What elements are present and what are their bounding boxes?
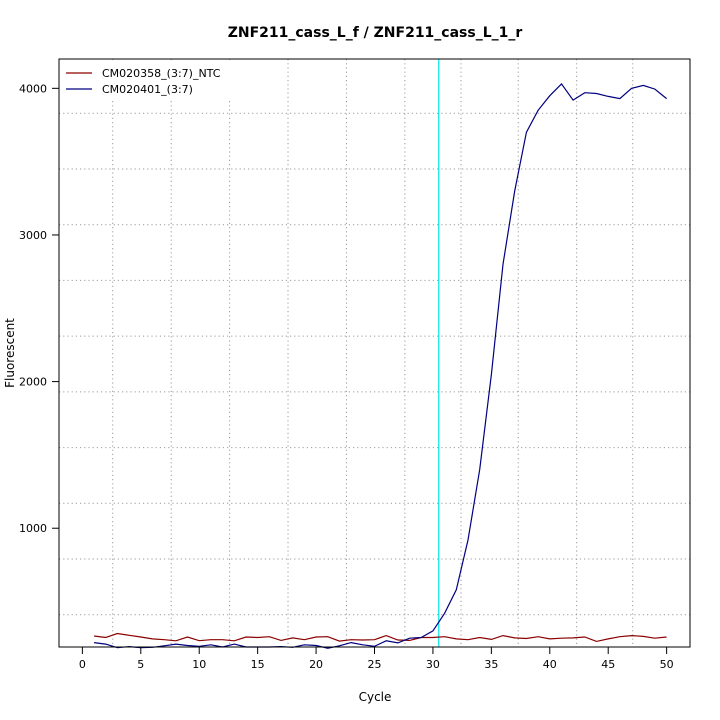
- x-tick-label: 20: [309, 658, 323, 671]
- y-axis-label: Fluorescent: [3, 318, 17, 388]
- x-axis-label: Cycle: [359, 690, 392, 704]
- x-tick-label: 0: [79, 658, 86, 671]
- chart-title: ZNF211_cass_L_f / ZNF211_cass_L_1_r: [228, 25, 523, 41]
- series-line-1: [94, 632, 667, 643]
- x-tick-label: 5: [137, 658, 144, 671]
- x-tick-label: 35: [484, 658, 498, 671]
- x-tick-label: 50: [660, 658, 674, 671]
- grid-lines: [59, 59, 690, 647]
- y-tick-label: 1000: [19, 522, 47, 535]
- data-series: [94, 82, 667, 649]
- y-tick-label: 3000: [19, 229, 47, 242]
- x-tick-label: 45: [601, 658, 615, 671]
- x-tick-label: 40: [543, 658, 557, 671]
- legend-label-series-1: CM020358_(3:7)_NTC: [102, 67, 221, 80]
- y-tick-label: 2000: [19, 376, 47, 389]
- x-axis: 0 5 10 15 20 25 30 35 40 45 50: [79, 646, 674, 671]
- x-tick-label: 30: [426, 658, 440, 671]
- x-tick-label: 25: [368, 658, 382, 671]
- legend: CM020358_(3:7)_NTC CM020401_(3:7): [60, 60, 240, 100]
- legend-box: [60, 60, 240, 100]
- x-tick-label: 10: [192, 658, 206, 671]
- y-tick-label: 4000: [19, 82, 47, 95]
- legend-label-series-2: CM020401_(3:7): [102, 83, 193, 96]
- y-axis: 1000 2000 3000 4000: [19, 82, 60, 535]
- x-tick-label: 15: [251, 658, 265, 671]
- series-line-2: [94, 82, 667, 649]
